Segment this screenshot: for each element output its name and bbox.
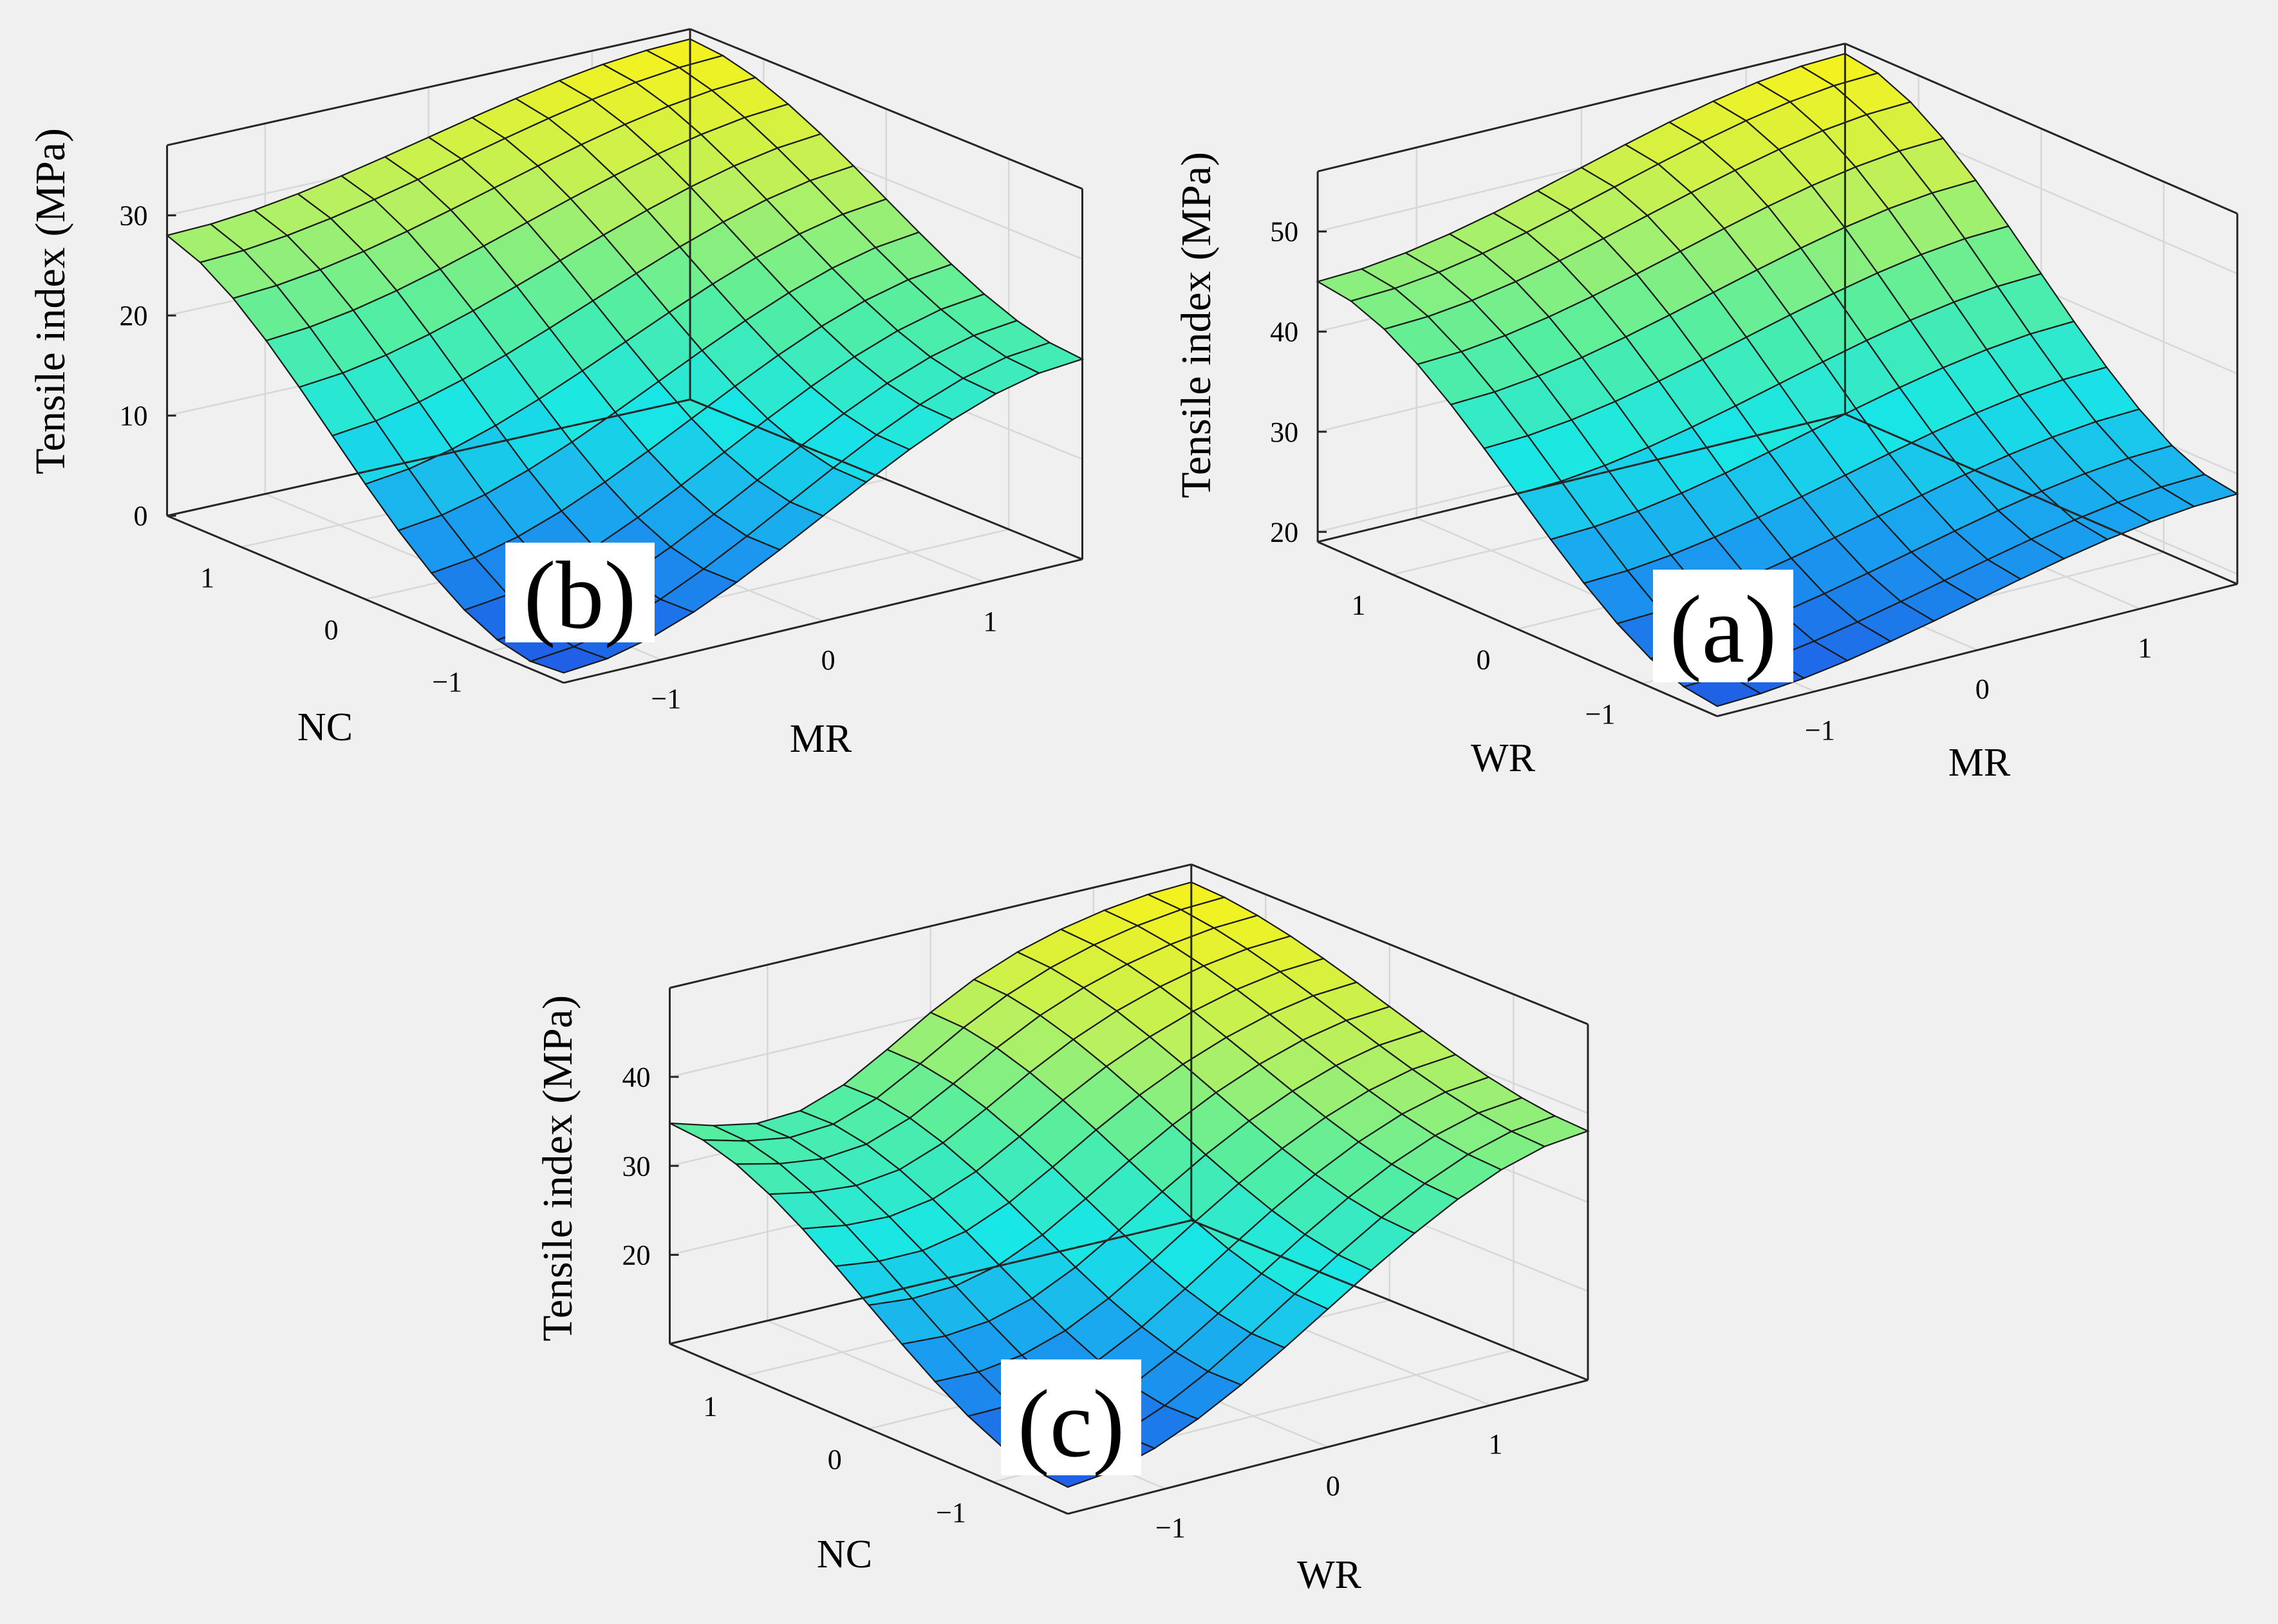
y-tick-label: 1 xyxy=(2138,632,2152,664)
plot-c-x-ticks: 1 0 −1 xyxy=(703,1390,966,1528)
surface-plot-a: 20 30 40 50 1 0 −1 −1 0 1 Tensile index (MPa) W… xyxy=(1173,42,2239,785)
plot-c-y-axis-label: WR xyxy=(1297,1553,1362,1597)
plot-a-panel-tag: (a) xyxy=(1670,576,1777,683)
z-tick-label: 30 xyxy=(120,200,148,232)
plot-b-axes xyxy=(166,28,1083,684)
plot-b-y-axis-label: MR xyxy=(790,717,852,761)
plot-a-z-axis-label: Tensile index (MPa) xyxy=(1173,152,1220,498)
x-tick-label: 0 xyxy=(1476,644,1490,675)
z-tick-label: 20 xyxy=(120,300,148,331)
y-tick-label: 1 xyxy=(983,606,997,637)
y-tick-label: 0 xyxy=(1326,1470,1340,1502)
z-tick-label: 40 xyxy=(1270,316,1298,348)
plot-b-surface xyxy=(165,38,1085,674)
y-tick-label: 0 xyxy=(1975,673,1990,705)
plot-c-panel-tag-box xyxy=(1001,1359,1141,1475)
plot-c-panel-tag: (c) xyxy=(1018,1370,1125,1477)
y-tick-label: −1 xyxy=(651,683,681,714)
plot-c-axes xyxy=(668,863,1589,1515)
plot-a-axes xyxy=(1316,42,2239,718)
y-tick-label: −1 xyxy=(1155,1512,1186,1544)
z-tick-label: 30 xyxy=(622,1150,650,1182)
plot-a-z-ticks: 20 30 40 50 xyxy=(1270,216,1327,548)
plot-b-panel-tag: (b) xyxy=(524,542,637,649)
plot-a-x-axis-label: WR xyxy=(1471,736,1536,780)
plot-b-x-axis-label: NC xyxy=(297,705,353,749)
z-tick-label: 10 xyxy=(120,400,148,432)
x-tick-label: 1 xyxy=(200,562,214,593)
plot-c-y-ticks: −1 0 1 xyxy=(1155,1428,1502,1544)
plot-b-panel-tag-box xyxy=(505,543,655,642)
x-tick-label: 0 xyxy=(324,614,339,646)
plot-a-panel-tag-box xyxy=(1653,570,1793,682)
x-tick-label: 0 xyxy=(828,1444,842,1475)
plot-c-z-ticks: 20 30 40 xyxy=(622,1061,679,1271)
x-tick-label: −1 xyxy=(432,666,462,698)
plot-b-z-ticks: 0 10 20 30 xyxy=(120,200,176,532)
plot-a-y-axis-label: MR xyxy=(1948,741,2011,785)
plot-b-y-ticks: −1 0 1 xyxy=(651,606,997,714)
plot-a-x-ticks: 1 0 −1 xyxy=(1351,590,1615,730)
x-tick-label: 1 xyxy=(1351,590,1365,621)
surface-patch xyxy=(528,646,610,674)
z-tick-label: 30 xyxy=(1270,416,1298,448)
y-tick-label: 1 xyxy=(1488,1428,1502,1460)
plot-b-x-ticks: 1 0 −1 xyxy=(200,562,462,698)
z-tick-label: 20 xyxy=(622,1239,650,1271)
x-tick-label: −1 xyxy=(936,1497,966,1528)
plot-b-z-axis-label: Tensile index (MPa) xyxy=(27,128,74,474)
x-tick-label: 1 xyxy=(703,1390,717,1422)
z-tick-label: 0 xyxy=(134,500,148,532)
y-tick-label: −1 xyxy=(1805,714,1835,746)
plot-a-y-ticks: −1 0 1 xyxy=(1805,632,2152,746)
z-tick-label: 40 xyxy=(622,1061,650,1093)
z-tick-label: 20 xyxy=(1270,516,1298,548)
plot-c-x-axis-label: NC xyxy=(817,1533,872,1576)
x-tick-label: −1 xyxy=(1585,698,1616,730)
plot-c-z-axis-label: Tensile index (MPa) xyxy=(534,995,581,1341)
plot-a-surface xyxy=(1316,53,2239,707)
y-tick-label: 0 xyxy=(821,644,836,676)
z-tick-label: 50 xyxy=(1270,216,1298,248)
